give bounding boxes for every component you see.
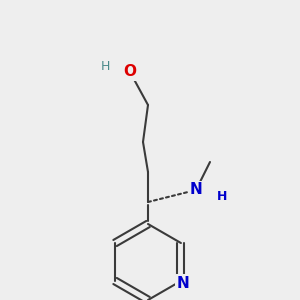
Text: H: H — [217, 190, 227, 202]
Text: N: N — [190, 182, 202, 197]
Text: H: H — [100, 59, 110, 73]
Text: O: O — [124, 64, 136, 80]
Text: N: N — [176, 275, 189, 290]
